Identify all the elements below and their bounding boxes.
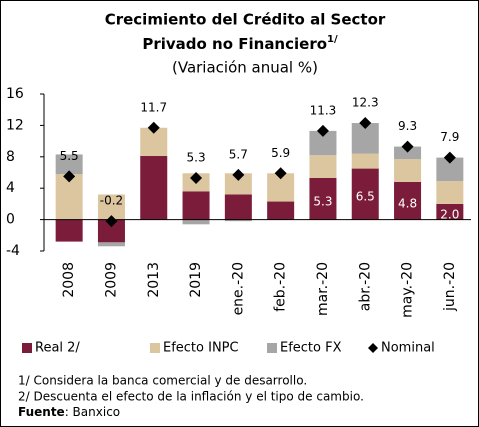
y-tick-label: -4 bbox=[6, 243, 20, 259]
bar-segment bbox=[394, 146, 422, 160]
x-tick-label: abr.-20 bbox=[357, 262, 373, 311]
x-tick-label: feb.-20 bbox=[273, 262, 289, 312]
nominal-marker bbox=[316, 124, 329, 137]
bar-segment bbox=[55, 154, 83, 175]
nominal-marker bbox=[359, 117, 372, 130]
bar-segment bbox=[97, 242, 125, 247]
bar-segment bbox=[140, 156, 168, 220]
legend-swatch bbox=[267, 343, 277, 353]
legend-swatch bbox=[150, 343, 160, 353]
nominal-marker bbox=[232, 168, 245, 181]
bar-segment bbox=[309, 177, 337, 220]
bar-segment bbox=[224, 219, 252, 222]
bar-segment bbox=[436, 181, 464, 204]
chart-title: Crecimiento del Crédito al Sector bbox=[105, 11, 386, 29]
nominal-label: 9.3 bbox=[398, 119, 417, 133]
x-tick-label: 2008 bbox=[61, 262, 77, 298]
nominal-marker bbox=[401, 140, 414, 153]
nominal-label: 5.3 bbox=[187, 150, 206, 164]
nominal-label: 11.7 bbox=[140, 100, 167, 114]
nominal-label: 7.9 bbox=[440, 130, 459, 144]
source-label: Fuente bbox=[18, 405, 65, 419]
y-tick-label: 12 bbox=[6, 117, 24, 133]
nominal-label: -0.2 bbox=[100, 194, 123, 208]
x-tick-label: 2009 bbox=[103, 262, 119, 298]
bar-segment bbox=[182, 191, 210, 220]
bar-segment bbox=[224, 194, 252, 220]
nominal-label: 12.3 bbox=[352, 96, 379, 110]
bar-segment bbox=[436, 203, 464, 220]
nominal-label: 5.7 bbox=[229, 147, 248, 161]
nominal-marker bbox=[274, 167, 287, 180]
note: 1/ Considera la banca comercial y de des… bbox=[18, 374, 307, 388]
legend-label: Efecto FX bbox=[280, 341, 342, 356]
source: Fuente: Banxico bbox=[18, 405, 120, 419]
nominal-marker bbox=[443, 151, 456, 164]
bar-label: 5.3 bbox=[313, 194, 332, 208]
legend-swatch bbox=[22, 343, 32, 353]
legend-label: Nominal bbox=[381, 341, 435, 356]
y-tick-label: 8 bbox=[6, 149, 15, 165]
nominal-marker bbox=[105, 215, 118, 228]
title-line: Privado no Financiero bbox=[142, 35, 327, 53]
nominal-marker bbox=[147, 121, 160, 134]
bar-segment bbox=[351, 168, 379, 220]
bar-segment bbox=[224, 173, 252, 195]
chart-subtitle: (Variación anual %) bbox=[172, 59, 318, 77]
bar-segment bbox=[97, 219, 125, 243]
bar-label: 4.8 bbox=[398, 196, 417, 210]
nominal-marker bbox=[190, 171, 203, 184]
bar-segment bbox=[55, 219, 83, 242]
legend-label: Efecto INPC bbox=[163, 341, 239, 356]
chart-title: Privado no Financiero1/ bbox=[142, 34, 338, 53]
legend-label: Real 2/ bbox=[35, 341, 80, 356]
x-tick-label: mar.-20 bbox=[315, 262, 331, 316]
nominal-label: 11.3 bbox=[310, 103, 337, 117]
note: 2/ Descuenta el efecto de la inflación y… bbox=[18, 390, 364, 404]
nominal-label: 5.9 bbox=[271, 146, 290, 160]
bar-segment bbox=[351, 153, 379, 169]
y-tick-label: 16 bbox=[6, 86, 24, 102]
bar-segment bbox=[436, 157, 464, 182]
bar-segment bbox=[394, 159, 422, 182]
bar-segment bbox=[309, 155, 337, 178]
bar-segment bbox=[182, 219, 210, 225]
x-tick-label: 2013 bbox=[146, 262, 162, 298]
bar-label: 2.0 bbox=[440, 207, 459, 221]
x-tick-label: ene.-20 bbox=[230, 262, 246, 315]
x-tick-label: jun.-20 bbox=[442, 262, 458, 312]
bar-segment bbox=[267, 201, 295, 220]
y-tick-label: 4 bbox=[6, 180, 15, 196]
nominal-label: 5.5 bbox=[60, 149, 79, 163]
legend-marker bbox=[368, 343, 378, 353]
x-tick-label: 2019 bbox=[188, 262, 204, 298]
nominal-marker bbox=[63, 170, 76, 183]
x-tick-label: may.-20 bbox=[400, 262, 416, 318]
title-note: 1/ bbox=[327, 34, 338, 45]
bar-label: 6.5 bbox=[356, 190, 375, 204]
bar-segment bbox=[394, 181, 422, 220]
y-tick-label: 0 bbox=[6, 212, 15, 228]
source-text: : Banxico bbox=[65, 405, 120, 419]
